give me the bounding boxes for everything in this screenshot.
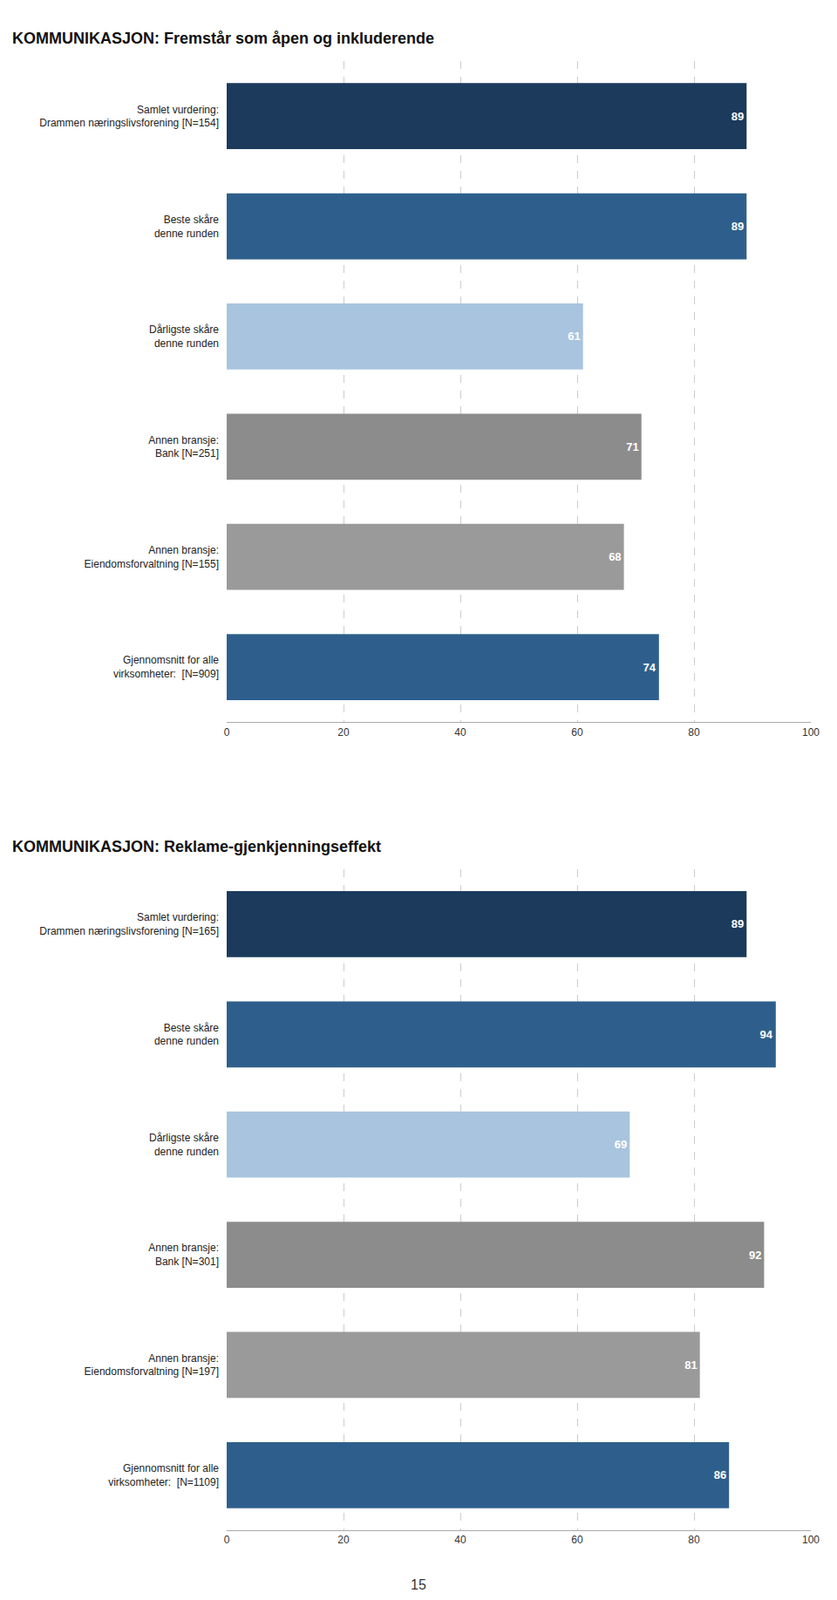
svg-text:40: 40 — [454, 726, 467, 739]
svg-text:68: 68 — [608, 550, 621, 564]
svg-text:20: 20 — [337, 726, 350, 739]
svg-text:74: 74 — [643, 660, 657, 674]
svg-text:69: 69 — [614, 1137, 627, 1151]
svg-text:Dårligste skåredenne runden: Dårligste skåredenne runden — [149, 323, 219, 350]
svg-text:80: 80 — [687, 726, 701, 739]
svg-text:92: 92 — [748, 1248, 762, 1262]
svg-text:100: 100 — [802, 726, 820, 739]
svg-text:0: 0 — [224, 1533, 231, 1546]
svg-text:86: 86 — [714, 1468, 727, 1482]
svg-text:20: 20 — [337, 1533, 350, 1546]
svg-text:89: 89 — [731, 219, 744, 233]
svg-text:0: 0 — [224, 726, 231, 739]
svg-text:Gjennomsnitt for allevirksomhe: Gjennomsnitt for allevirksomheter: [N=90… — [113, 653, 219, 681]
svg-text:71: 71 — [626, 440, 639, 454]
svg-text:15: 15 — [410, 1577, 427, 1593]
svg-text:80: 80 — [687, 1533, 701, 1546]
svg-text:Annen bransje:Eiendomsforvaltn: Annen bransje:Eiendomsforvaltning [N=197… — [84, 1352, 219, 1379]
svg-text:Annen bransje:Bank [N=251]: Annen bransje:Bank [N=251] — [148, 434, 219, 461]
svg-text:100: 100 — [802, 1533, 820, 1546]
svg-text:89: 89 — [731, 109, 744, 123]
svg-text:60: 60 — [571, 1533, 584, 1546]
svg-text:60: 60 — [571, 726, 584, 739]
svg-text:KOMMUNIKASJON: Reklame-gjenkje: KOMMUNIKASJON: Reklame-gjenkjenningseffe… — [12, 837, 382, 856]
svg-text:40: 40 — [454, 1533, 467, 1546]
svg-text:Samlet vurdering:Drammen nærin: Samlet vurdering:Drammen næringslivsfore… — [39, 103, 219, 130]
svg-text:Gjennomsnitt for allevirksomhe: Gjennomsnitt for allevirksomheter: [N=11… — [108, 1462, 219, 1489]
svg-text:KOMMUNIKASJON: Fremstår som åp: KOMMUNIKASJON: Fremstår som åpen og inkl… — [12, 29, 435, 48]
svg-text:Annen bransje:Eiendomsforvaltn: Annen bransje:Eiendomsforvaltning [N=155… — [84, 544, 219, 571]
svg-text:Dårligste skåredenne runden: Dårligste skåredenne runden — [149, 1131, 219, 1158]
svg-text:Annen bransje:Bank [N=301]: Annen bransje:Bank [N=301] — [148, 1241, 219, 1268]
svg-text:61: 61 — [567, 329, 580, 343]
svg-text:Samlet vurdering:Drammen nærin: Samlet vurdering:Drammen næringslivsfore… — [39, 911, 219, 938]
svg-text:94: 94 — [760, 1027, 774, 1042]
svg-text:89: 89 — [731, 917, 744, 931]
svg-text:Beste skåredenne runden: Beste skåredenne runden — [154, 213, 219, 240]
svg-text:Beste skåredenne runden: Beste skåredenne runden — [154, 1021, 219, 1048]
svg-text:81: 81 — [684, 1358, 697, 1372]
